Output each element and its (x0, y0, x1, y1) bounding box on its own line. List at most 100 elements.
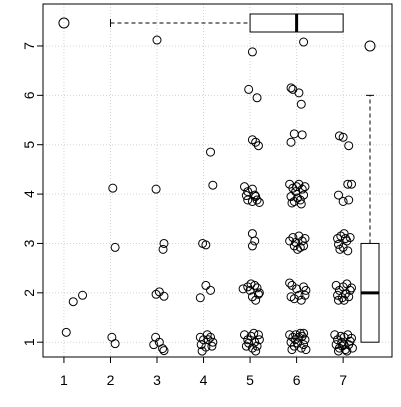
x-tick-label: 5 (246, 372, 254, 388)
data-point (285, 278, 295, 288)
data-point (286, 292, 296, 302)
data-point (243, 195, 253, 205)
x-tick-label: 6 (293, 372, 301, 388)
data-point (253, 141, 263, 151)
data-point (291, 237, 301, 247)
data-point (108, 183, 118, 193)
data-point (239, 330, 249, 340)
data-point (239, 182, 249, 192)
data-point (331, 280, 341, 290)
data-point (202, 330, 212, 340)
data-point (208, 180, 218, 190)
data-point (288, 84, 298, 94)
data-point (149, 340, 159, 350)
data-point (251, 295, 261, 305)
y-tick-label: 7 (21, 42, 37, 50)
data-point (287, 280, 297, 290)
data-point (295, 195, 305, 205)
data-point (159, 291, 169, 301)
data-point (287, 198, 297, 208)
data-point (337, 337, 347, 347)
data-point (336, 231, 346, 241)
data-point (333, 295, 343, 305)
data-point (347, 283, 357, 293)
data-point (339, 295, 349, 305)
data-point (294, 88, 304, 98)
data-point (292, 284, 302, 294)
data-point (68, 297, 78, 307)
data-point (249, 328, 259, 338)
data-point (300, 335, 310, 345)
data-point (196, 340, 206, 350)
data-point (247, 229, 257, 239)
data-point (299, 328, 309, 338)
data-point (301, 345, 311, 355)
data-point (288, 233, 298, 243)
data-point (203, 335, 213, 345)
data-point (339, 340, 349, 350)
data-point (247, 184, 257, 194)
data-point (110, 339, 120, 349)
data-point (61, 327, 71, 337)
y-tick-label: 1 (21, 338, 37, 346)
data-point (286, 192, 296, 202)
data-point (158, 344, 168, 354)
x-tick-label: 4 (200, 372, 208, 388)
data-point (299, 190, 309, 200)
data-point (158, 244, 168, 254)
y-tick-label: 4 (21, 190, 37, 198)
data-point (343, 179, 353, 189)
y-tick-label: 2 (21, 289, 37, 297)
data-point (254, 288, 264, 298)
data-point (244, 84, 254, 94)
data-point (340, 289, 350, 299)
data-point (201, 280, 211, 290)
data-point (197, 346, 207, 356)
data-point (206, 147, 216, 157)
data-point (345, 285, 355, 295)
y-boxplot-outlier (364, 40, 376, 52)
data-point (252, 341, 262, 351)
data-point (286, 137, 296, 147)
y-tick-label: 6 (21, 91, 37, 99)
data-point (297, 130, 307, 140)
data-point (251, 346, 261, 356)
data-point (340, 234, 350, 244)
data-point (208, 337, 218, 347)
data-point (291, 187, 301, 197)
data-point (201, 240, 211, 250)
x-tick-label: 3 (153, 372, 161, 388)
data-point (344, 292, 354, 302)
data-point (293, 244, 303, 254)
data-point (344, 195, 354, 205)
data-point (253, 289, 263, 299)
data-point (296, 199, 306, 209)
data-point (338, 132, 348, 142)
data-point (345, 233, 355, 243)
data-point (241, 341, 251, 351)
x-tick-label: 7 (339, 372, 347, 388)
data-point (335, 244, 345, 254)
data-point (252, 93, 262, 103)
x-boxplot-outlier (58, 17, 70, 29)
data-point (152, 35, 162, 45)
axes: 1 2 3 4 5 6 7 1 2 3 4 5 6 7 (21, 42, 347, 388)
x-tick-label: 2 (107, 372, 115, 388)
data-point (247, 135, 257, 145)
data-point (286, 83, 296, 93)
data-point (110, 242, 120, 252)
data-point (333, 239, 343, 249)
data-point (295, 328, 305, 338)
data-point (244, 338, 254, 348)
data-point (300, 290, 310, 300)
data-point (301, 285, 311, 295)
data-point (296, 99, 306, 109)
data-point (238, 284, 248, 294)
data-point (246, 279, 256, 289)
data-point (287, 345, 297, 355)
data-point (78, 290, 88, 300)
data-point (288, 332, 298, 342)
data-point (330, 330, 340, 340)
data-point (347, 179, 357, 189)
